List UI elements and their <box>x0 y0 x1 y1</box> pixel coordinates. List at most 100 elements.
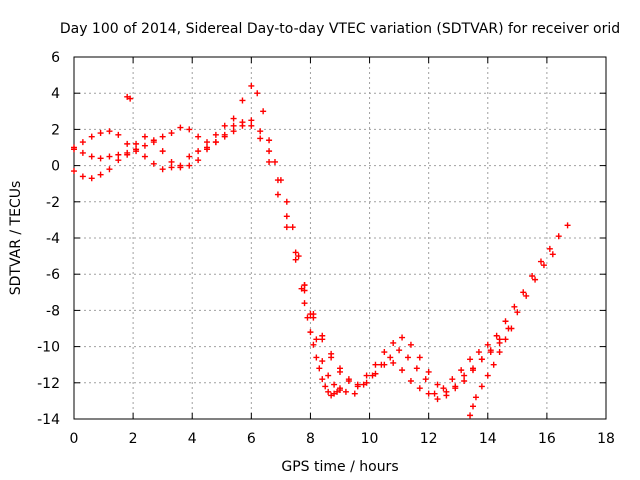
data-point <box>248 122 255 129</box>
y-tick-label: -6 <box>46 267 60 283</box>
series-track-4 <box>124 93 515 419</box>
data-point <box>204 139 210 146</box>
data-point <box>230 122 237 129</box>
data-point <box>490 361 497 368</box>
data-point <box>399 367 406 374</box>
data-point <box>313 354 320 361</box>
data-point <box>283 224 290 231</box>
data-point <box>230 115 237 122</box>
data-point <box>319 376 326 383</box>
data-point <box>523 292 530 299</box>
data-point <box>493 332 500 339</box>
data-point <box>248 82 255 89</box>
data-point <box>425 390 432 397</box>
y-tick-label: -14 <box>37 412 60 428</box>
data-point <box>354 381 361 388</box>
data-point <box>537 258 544 265</box>
data-point <box>159 148 166 155</box>
data-point <box>549 251 556 258</box>
data-point <box>416 385 423 392</box>
data-point <box>150 139 157 146</box>
y-axis-label: SDTVAR / TECUs <box>8 181 24 296</box>
data-point <box>381 349 388 356</box>
x-tick-label: 16 <box>538 431 556 447</box>
data-point <box>475 349 482 356</box>
data-point <box>532 276 539 283</box>
data-point <box>266 137 273 144</box>
data-point <box>372 370 379 377</box>
data-point <box>304 314 311 321</box>
data-point <box>452 385 459 392</box>
chart-title: Day 100 of 2014, Sidereal Day-to-day VTE… <box>60 21 620 37</box>
data-point <box>168 158 175 165</box>
data-point <box>257 135 264 142</box>
data-point <box>425 368 432 375</box>
data-point <box>195 133 202 140</box>
data-point <box>396 347 403 354</box>
data-point <box>390 339 397 346</box>
data-point <box>71 168 77 175</box>
x-tick-label: 6 <box>247 431 256 447</box>
data-point <box>407 341 414 348</box>
data-point <box>301 300 308 307</box>
series-track-3 <box>71 122 503 395</box>
data-point <box>416 354 423 361</box>
data-point <box>79 173 86 180</box>
data-point <box>434 381 441 388</box>
data-point <box>88 175 95 182</box>
data-point <box>440 385 447 392</box>
y-tick-label: 2 <box>51 122 60 138</box>
data-point <box>159 133 166 140</box>
data-point <box>271 158 278 165</box>
y-tick-label: -4 <box>46 231 60 247</box>
data-point <box>124 151 131 158</box>
x-tick-label: 0 <box>70 431 79 447</box>
x-tick-label: 10 <box>361 431 379 447</box>
data-point <box>292 256 299 263</box>
data-point <box>434 396 441 403</box>
x-tick-label: 12 <box>420 431 438 447</box>
data-point <box>319 336 326 343</box>
data-point <box>404 354 411 361</box>
data-point <box>431 390 438 397</box>
data-point <box>97 171 104 178</box>
data-point <box>458 367 465 374</box>
data-point <box>88 133 95 140</box>
data-point <box>274 177 281 184</box>
y-tick-label: -12 <box>37 376 60 392</box>
data-point <box>106 128 113 135</box>
data-point <box>467 356 474 363</box>
data-point <box>298 285 305 292</box>
data-point <box>467 412 474 419</box>
data-point <box>316 365 323 372</box>
data-point <box>496 336 503 343</box>
data-point <box>310 341 317 348</box>
data-point <box>502 336 509 343</box>
data-point <box>390 359 397 366</box>
x-tick-label: 8 <box>306 431 315 447</box>
data-point <box>310 314 317 321</box>
data-point <box>159 166 166 173</box>
data-point <box>141 133 148 140</box>
y-tick-label: -8 <box>46 303 60 319</box>
data-point <box>254 90 261 97</box>
data-point <box>472 394 479 401</box>
data-point <box>514 309 521 316</box>
data-point <box>555 233 562 240</box>
data-point <box>325 372 332 379</box>
data-points <box>71 82 571 419</box>
y-tick-label: 0 <box>51 159 60 175</box>
y-tick-label: -10 <box>37 340 60 356</box>
data-point <box>115 157 122 164</box>
data-point <box>221 133 228 140</box>
data-point <box>186 126 193 133</box>
data-point <box>257 128 264 135</box>
data-point <box>307 329 314 336</box>
data-point <box>195 148 202 155</box>
data-point <box>342 388 349 395</box>
data-point <box>319 358 326 365</box>
data-point <box>564 222 571 229</box>
data-point <box>141 153 148 160</box>
data-point <box>186 162 193 169</box>
